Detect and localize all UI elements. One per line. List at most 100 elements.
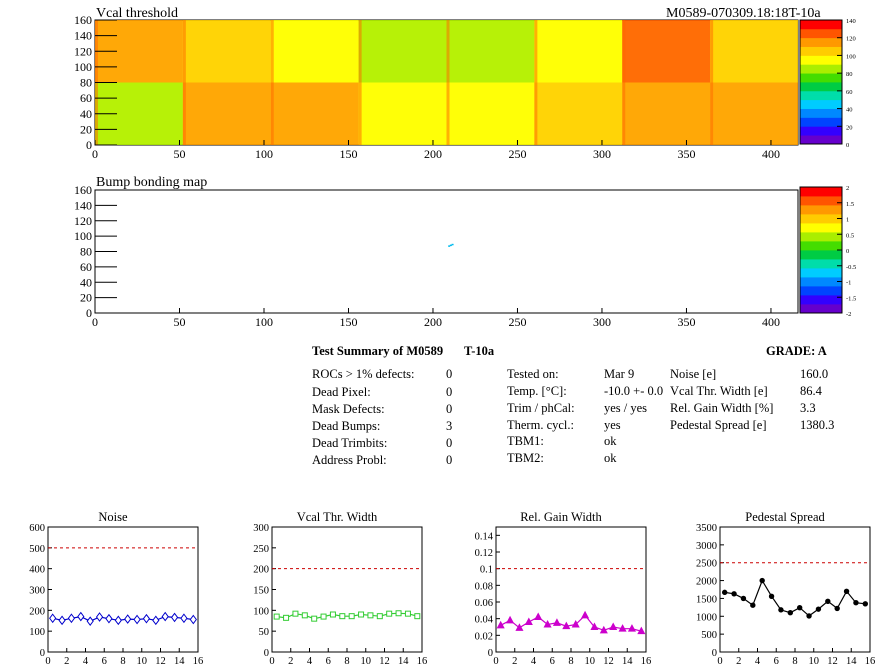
pedestal-spread-y-tick-label: 500 (701, 630, 717, 641)
bump-map-y-tick-label: 80 (80, 245, 92, 259)
result-value: 1380.3 (800, 418, 835, 432)
noise-point (77, 611, 85, 622)
noise-y-tick-label: 100 (29, 627, 45, 638)
bump-map-colorbar-band (800, 268, 842, 273)
pedestal-spread-x-tick-label: 12 (827, 656, 838, 667)
noise-point (170, 612, 179, 623)
gain-width-point (599, 625, 608, 634)
threshold-map-colorbar-band (800, 95, 842, 101)
roc-block-edge (270, 20, 274, 83)
pedestal-spread-x-tick-label: 0 (717, 656, 722, 667)
defect-value: 0 (446, 453, 453, 467)
bump-map-colorbar-label: -0.5 (846, 264, 856, 271)
vcal-width-y-tick-label: 100 (253, 606, 269, 617)
gain-width-point (534, 612, 543, 620)
vcal-width-point (348, 613, 355, 620)
roc-block (622, 82, 711, 145)
pedestal-spread-x-tick-label: 8 (792, 656, 797, 667)
pedestal-spread-point (778, 607, 784, 613)
pedestal-spread-y-tick-label: 1500 (696, 594, 717, 605)
threshold-map-colorbar-band (800, 64, 842, 70)
threshold-map-colorbar-band (800, 20, 842, 25)
vcal-width-x-tick-label: 14 (398, 656, 409, 667)
threshold-map-colorbar-band (800, 46, 842, 52)
bump-map-colorbar-band (800, 187, 842, 192)
gain-width-point (571, 619, 580, 628)
noise-y-tick-label: 200 (29, 606, 45, 617)
threshold-map-axes: 0 50 100 150 200 250 300 350 4000204060801001201… (74, 13, 780, 161)
condition-label: Temp. [°C]: (507, 384, 567, 398)
threshold-map-title: Vcal threshold (96, 6, 179, 21)
bump-bonding-map: 0 50 100 150 200 250 300 350 4000204060801001201… (74, 183, 856, 329)
threshold-map-colorbar-label: 0 (846, 142, 849, 149)
gain-width-point (581, 610, 590, 619)
threshold-map-colorbar-band (800, 126, 842, 132)
threshold-map-x-tick-label: 150 (339, 147, 357, 161)
defect-label: Dead Trimbits: (312, 436, 388, 450)
bump-map-colorbar-band (800, 236, 842, 242)
vcal-width-x-tick-label: 10 (361, 656, 372, 667)
threshold-map-y-tick-label: 140 (74, 29, 92, 43)
bump-map-colorbar-band (800, 191, 842, 197)
roc-block-edge (534, 20, 538, 83)
noise-point (189, 614, 197, 625)
noise-point (95, 612, 104, 622)
roc-block-edge (358, 20, 362, 83)
threshold-map-x-tick-label: 100 (255, 147, 273, 161)
pedestal-spread-y-tick-label: 2000 (696, 577, 717, 588)
bump-map-points (448, 243, 454, 247)
gain-width-point (637, 626, 646, 635)
bump-map-colorbar-band (800, 286, 842, 291)
roc-block-edge (182, 20, 186, 83)
gain-width-x-tick-label: 16 (641, 656, 652, 667)
vcal-width-point (301, 612, 308, 619)
condition-label: Tested on: (507, 367, 559, 381)
bump-map-colorbar-band (800, 250, 842, 255)
bump-map-title: Bump bonding map (96, 175, 208, 190)
threshold-map-colorbar-band (800, 82, 842, 87)
bump-map-colorbar-label: 1.5 (846, 201, 854, 208)
defect-label: Address Probl: (312, 453, 387, 467)
threshold-map-colorbar-band (800, 37, 842, 43)
roc-block (534, 82, 623, 145)
bump-map-colorbar-label: 0 (846, 248, 849, 255)
bump-map-x-tick-label: 200 (424, 315, 442, 329)
pedestal-spread-point (787, 610, 794, 616)
threshold-map-colorbar-band (800, 135, 842, 140)
noise-y-tick-label: 600 (29, 523, 45, 534)
bump-map-colorbar-band (800, 223, 842, 228)
noise-point (142, 613, 151, 624)
bump-map-colorbar-band (800, 281, 842, 287)
gain-width-point (524, 617, 533, 625)
threshold-map-y-tick-label: 80 (80, 76, 92, 90)
condition-label: TBM1: (507, 434, 544, 448)
vcal-width-point (320, 613, 327, 620)
bump-map-axes: 0 50 100 150 200 250 300 350 4000204060801001201… (74, 183, 780, 329)
roc-block (270, 20, 359, 83)
bump-map-y-tick-label: 120 (74, 214, 92, 228)
bump-map-colorbar-band (800, 200, 842, 206)
gain-width-chart: Rel. Gain Width 0 2 4 6 8 10 12 14 16 0 0.02 0.04 0.0… (475, 510, 652, 667)
roc-block-edge (446, 20, 450, 83)
noise-x-tick-label: 0 (45, 656, 50, 667)
condition-value: -10.0 +- 0.0 (604, 384, 664, 398)
pedestal-spread-x-tick-label: 6 (774, 656, 779, 667)
grade-label: GRADE: A (766, 344, 827, 358)
defect-value: 3 (446, 419, 453, 433)
defect-value: 0 (446, 402, 453, 416)
vcal-width-plot-frame (271, 526, 423, 653)
defect-value: 0 (446, 436, 453, 450)
gain-width-y-tick-label: 0.04 (475, 615, 494, 626)
vcal-width-point (311, 615, 318, 622)
noise-plot-frame (47, 526, 199, 653)
vcal-width-x-tick-label: 16 (417, 656, 428, 667)
threshold-map-colorbar-band (800, 77, 842, 83)
bump-map-colorbar-band (800, 232, 842, 237)
threshold-map-x-tick-label: 400 (762, 147, 780, 161)
roc-block (446, 20, 535, 83)
noise-x-tick-label: 10 (137, 656, 148, 667)
pedestal-spread-point (806, 613, 812, 619)
threshold-map-colorbar-label: 40 (846, 107, 853, 114)
gain-width-x-tick-label: 12 (603, 656, 614, 667)
gain-width-plot-frame (495, 526, 647, 653)
